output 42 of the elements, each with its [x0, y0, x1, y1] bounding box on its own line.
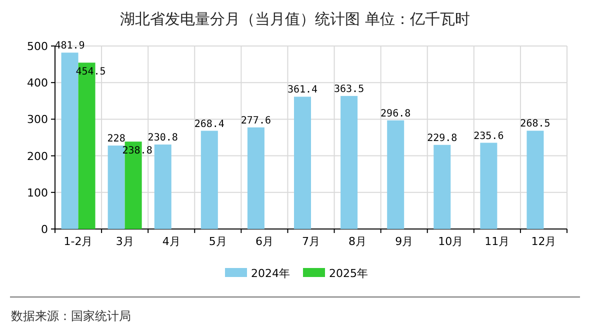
data-label: 296.8 [380, 108, 411, 120]
x-tick-label: 11月 [484, 235, 510, 248]
x-tick-label: 9月 [395, 235, 414, 248]
y-tick-label: 400 [27, 76, 48, 90]
y-tick-label: 300 [27, 113, 48, 126]
x-tick-label: 6月 [255, 235, 274, 248]
x-tick-label: 3月 [116, 235, 134, 248]
y-tick-label: 500 [27, 40, 48, 53]
y-tick-label: 200 [27, 150, 48, 163]
legend-label: 2024年 [251, 267, 290, 280]
y-tick-label: 0 [41, 223, 48, 236]
x-tick-label: 10月 [438, 235, 464, 248]
x-tick-label: 4月 [162, 235, 180, 248]
x-tick-label: 1-2月 [64, 235, 93, 248]
bar [154, 144, 172, 229]
x-tick-label: 12月 [531, 235, 556, 248]
bar [200, 130, 218, 229]
data-label: 481.9 [54, 40, 85, 52]
data-label: 229.8 [427, 132, 458, 144]
bar [294, 96, 311, 229]
x-tick-label: 8月 [348, 235, 367, 248]
data-label: 268.5 [520, 118, 550, 130]
data-label: 228 [107, 134, 126, 145]
chart-title: 湖北省发电量分月（当月值）统计图 单位：亿千瓦时 [120, 10, 470, 28]
x-tick-label: 5月 [208, 235, 227, 248]
bar [434, 144, 451, 229]
bar [480, 142, 498, 229]
source-note: 数据来源：国家统计局 [11, 309, 131, 323]
data-label: 277.6 [240, 115, 272, 126]
data-label: 230.8 [148, 132, 178, 144]
legend-label: 2025年 [329, 267, 368, 280]
data-label: 363.5 [334, 84, 364, 95]
bar [108, 146, 125, 229]
data-label: 361.4 [287, 84, 318, 96]
bar [340, 96, 358, 229]
bar [387, 120, 404, 229]
y-tick-label: 100 [27, 186, 48, 200]
data-label: 235.6 [474, 130, 504, 142]
bar [526, 130, 544, 229]
bar [247, 127, 264, 229]
data-label: 268.4 [194, 118, 224, 130]
x-tick-label: 7月 [302, 235, 320, 248]
